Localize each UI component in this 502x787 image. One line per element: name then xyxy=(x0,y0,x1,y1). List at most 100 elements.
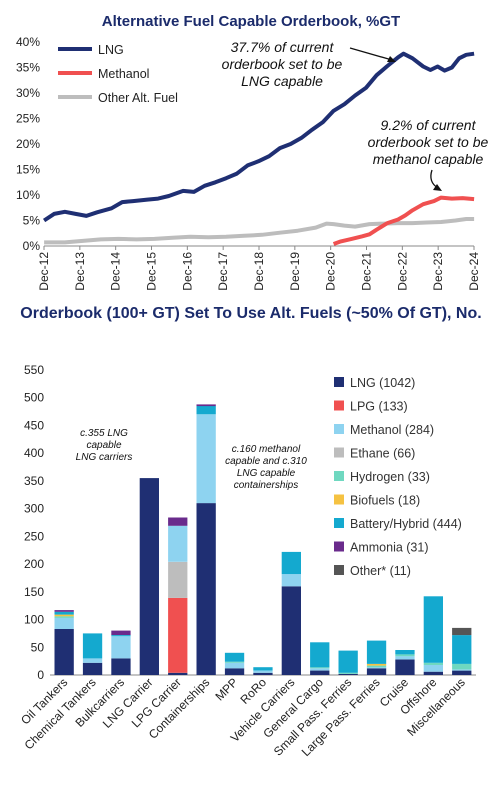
bar-segment-lng xyxy=(54,629,74,675)
bar-segment-ammonia xyxy=(196,404,216,407)
legend-label-ammonia: Ammonia (31) xyxy=(350,541,429,555)
bar-segment-methanol xyxy=(281,574,301,587)
y-tick-label: 500 xyxy=(24,391,44,405)
lng-annotation-arrow xyxy=(349,47,393,61)
y-tick-label: 100 xyxy=(24,613,44,627)
bar-segment-other xyxy=(452,627,472,636)
bar-segment-methanol xyxy=(82,658,103,663)
bar-segment-lng xyxy=(82,662,103,675)
bar-segment-battery xyxy=(82,633,103,659)
bar-segment-battery xyxy=(310,642,330,668)
bar-segment-battery xyxy=(281,551,301,575)
y-tick-label: 350 xyxy=(24,474,44,488)
legend-swatch-other xyxy=(334,565,344,575)
containership-annotation-line-2: capable and c.310 xyxy=(225,456,307,467)
lng-annotation-line-1: 37.7% of current xyxy=(231,39,335,55)
bar-segment-ammonia xyxy=(168,517,188,526)
bar-segment-lng xyxy=(452,670,472,675)
y-tick-label: 0 xyxy=(37,668,44,682)
x-tick-label: Dec-22 xyxy=(395,252,409,291)
bar-segment-methanol xyxy=(366,667,387,669)
bar-segment-ammonia xyxy=(54,610,74,612)
containership-annotation-line-3: LNG capable xyxy=(237,468,296,479)
x-tick-label: Dec-16 xyxy=(180,252,194,291)
legend-swatch-ethane xyxy=(334,447,344,458)
bar-segment-battery xyxy=(366,640,387,664)
lng-annotation-arrowhead xyxy=(387,56,396,62)
methanol-annotation-arrowhead xyxy=(433,184,442,191)
y-tick-label: 150 xyxy=(24,585,44,599)
bar-segment-methanol xyxy=(310,668,330,671)
bar-segment-battery xyxy=(196,406,216,415)
methanol-annotation-line-3: methanol capable xyxy=(373,151,484,167)
line-chart: Alternative Fuel Capable Orderbook, %GT … xyxy=(16,13,489,291)
x-tick-label: Dec-17 xyxy=(216,252,230,291)
legend-swatch-biofuels xyxy=(334,494,344,505)
legend-swatch-battery xyxy=(334,518,344,528)
bar-segment-hydrogen xyxy=(54,616,74,618)
bar-segment-biofuels xyxy=(54,614,74,617)
legend-label-hydrogen: Hydrogen (33) xyxy=(350,470,430,484)
bar-segment-battery xyxy=(452,635,472,664)
y-tick-label: 400 xyxy=(24,446,44,460)
bar-segment-methanol xyxy=(168,525,188,562)
legend-other-label: Other Alt. Fuel xyxy=(98,91,178,105)
x-tick-label: Dec-23 xyxy=(431,252,445,291)
bar-chart-legend: LNG (1042) LPG (133) Methanol (284) Ethane … xyxy=(334,376,462,578)
bar-segment-biofuels xyxy=(366,663,387,666)
bar-segment-lng xyxy=(310,670,330,675)
x-tick-label: Dec-14 xyxy=(109,252,123,291)
bar-segment-lng xyxy=(395,659,415,675)
line-chart-legend: LNG Methanol Other Alt. Fuel xyxy=(58,43,178,105)
containership-annotation: c.160 methanol capable and c.310 LNG cap… xyxy=(225,444,307,491)
legend-swatch-lng xyxy=(334,377,344,387)
series-line-lng xyxy=(42,51,475,223)
legend-label-lpg: LPG (133) xyxy=(350,400,408,414)
y-tick-label: 15% xyxy=(16,163,40,177)
y-tick-label: 300 xyxy=(24,502,44,516)
bar-segment-battery xyxy=(423,596,443,663)
y-tick-label: 550 xyxy=(24,363,44,377)
bar-segment-lng xyxy=(338,673,358,675)
lng-annotation: 37.7% of current orderbook set to be LNG… xyxy=(222,39,396,89)
x-tick-label: Dec-24 xyxy=(467,252,481,291)
bar-segment-hydrogen xyxy=(423,662,443,665)
y-tick-label: 50 xyxy=(31,640,45,654)
bar-segment-lng xyxy=(253,672,273,675)
bar-segment-lng xyxy=(423,671,443,675)
x-tick-label: Dec-19 xyxy=(288,252,302,291)
bar-segment-lng xyxy=(139,478,159,675)
bar-segment-battery xyxy=(253,667,273,671)
bar-segment-hydrogen xyxy=(395,654,415,657)
lng-carrier-annotation: c.355 LNG capable LNG carriers xyxy=(76,428,133,463)
legend-label-other: Other* (11) xyxy=(350,564,411,578)
y-tick-label: 40% xyxy=(16,35,40,49)
y-tick-label: 0% xyxy=(23,239,41,253)
line-chart-title: Alternative Fuel Capable Orderbook, %GT xyxy=(102,13,400,30)
legend-swatch-hydrogen xyxy=(334,471,344,481)
y-tick-label: 20% xyxy=(16,137,40,151)
bar-segment-lng xyxy=(111,658,131,675)
x-tick-label: Dec-18 xyxy=(252,252,266,291)
y-tick-label: 35% xyxy=(16,61,40,75)
legend-label-lng: LNG (1042) xyxy=(350,376,415,390)
bar-segment-hydrogen xyxy=(310,667,330,669)
methanol-annotation: 9.2% of current orderbook set to be meth… xyxy=(368,117,489,191)
bar-chart-title: Orderbook (100+ GT) Set To Use Alt. Fuel… xyxy=(20,305,481,322)
bar-segment-methanol xyxy=(452,669,472,671)
legend-label-ethane: Ethane (66) xyxy=(350,447,415,461)
methanol-annotation-line-1: 9.2% of current xyxy=(381,117,477,133)
bar-segment-hydrogen xyxy=(224,661,245,663)
bar-segment-methanol xyxy=(395,656,415,660)
legend-swatch-ammonia xyxy=(334,541,344,552)
bar-segment-methanol xyxy=(196,414,216,504)
x-tick-label: Dec-12 xyxy=(37,252,51,291)
bar-segment-methanol xyxy=(224,662,245,669)
bar-segment-methanol xyxy=(111,636,131,659)
bar-segment-lng xyxy=(366,668,387,675)
bar-segment-battery xyxy=(111,635,131,637)
y-tick-label: 200 xyxy=(24,557,44,571)
y-tick-label: 450 xyxy=(24,418,44,432)
y-tick-label: 5% xyxy=(23,214,41,228)
